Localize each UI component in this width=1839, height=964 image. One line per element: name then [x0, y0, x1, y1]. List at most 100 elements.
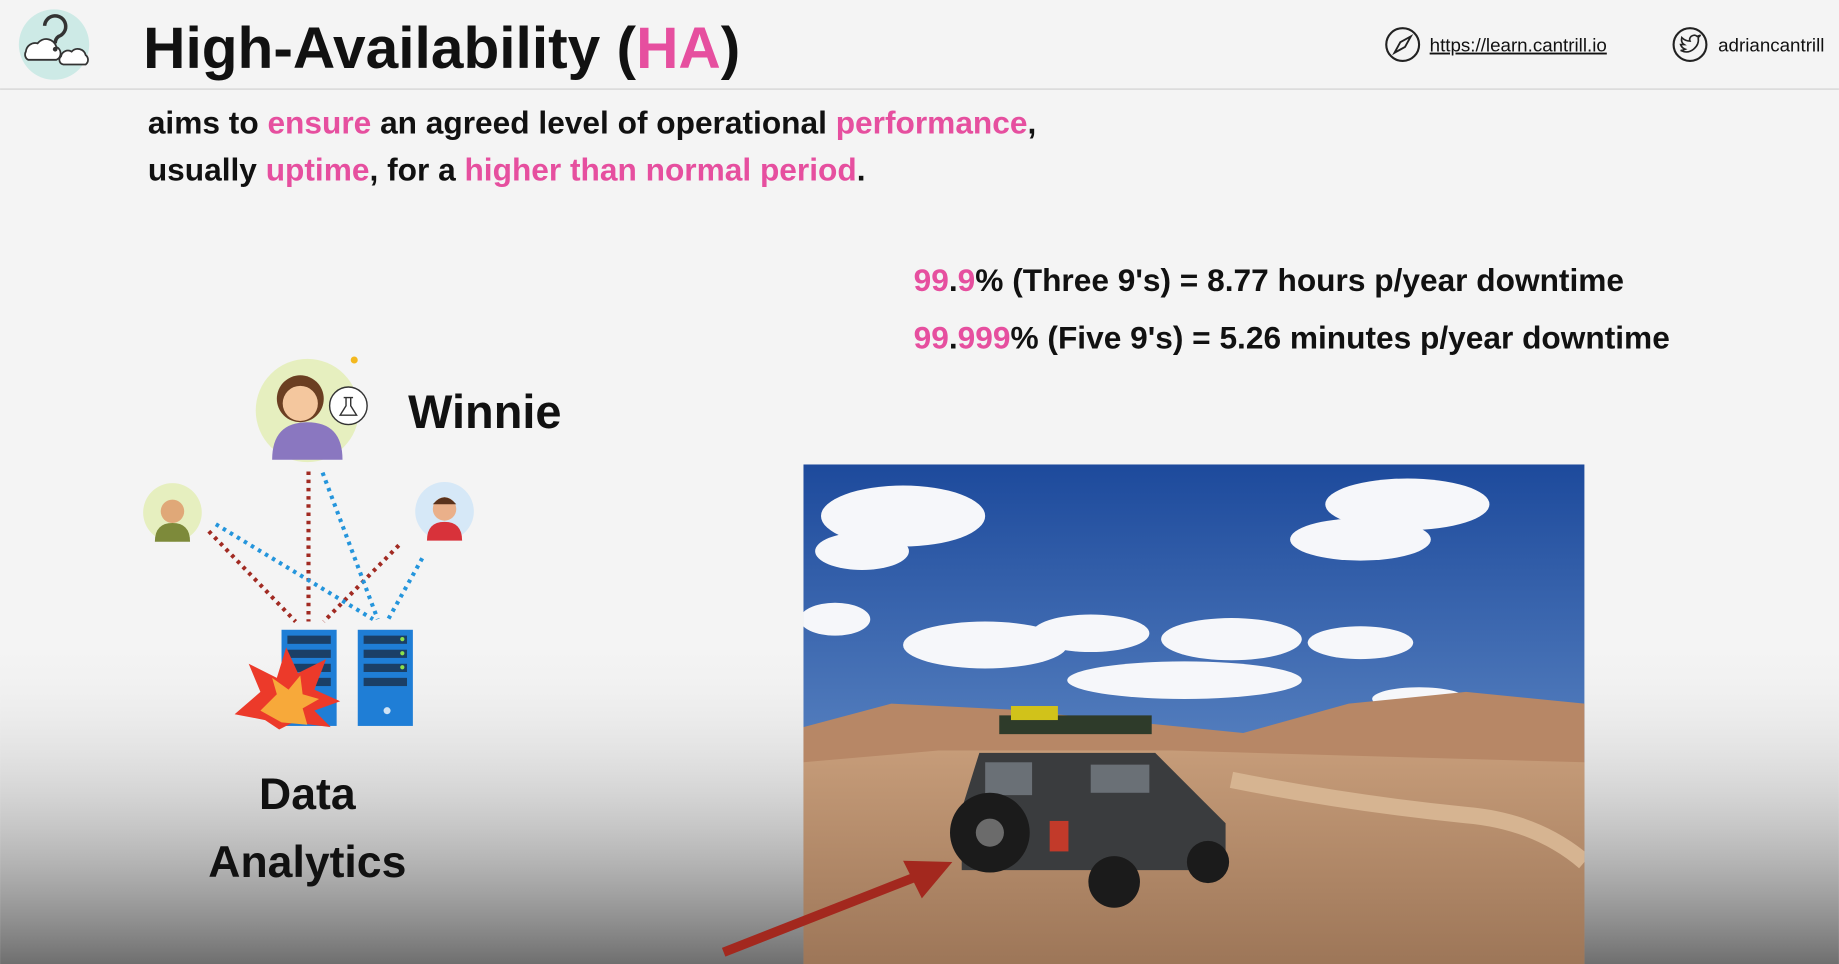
servers	[287, 649, 331, 658]
text-segment: % (Five 9's) = 5.26 minutes p/year downt…	[1010, 319, 1669, 355]
photo	[1032, 614, 1150, 653]
user-avatar	[328, 386, 368, 426]
text-segment: High-Availability (	[143, 16, 636, 81]
text-segment: ,	[1027, 105, 1036, 141]
logo	[42, 14, 68, 44]
text-line: 99.9% (Three 9's) = 8.77 hours p/year do…	[914, 262, 1624, 298]
text-segment: .	[857, 152, 866, 188]
servers	[400, 637, 405, 642]
vehicle	[1010, 705, 1058, 721]
website-icon	[1385, 27, 1421, 63]
servers	[400, 651, 405, 656]
vehicle	[949, 705, 1230, 908]
user-avatar	[282, 385, 318, 422]
highlight-text: performance	[836, 105, 1028, 141]
avatar-left	[143, 483, 202, 542]
vehicle	[1088, 856, 1140, 908]
servers	[383, 707, 391, 715]
arrow	[903, 860, 953, 899]
avatar-right	[415, 482, 474, 541]
arrow	[721, 872, 917, 957]
servers	[363, 649, 408, 658]
text-segment: an agreed level of operational	[371, 105, 835, 141]
highlight-text: 9	[958, 262, 976, 298]
highlight-text: uptime	[266, 152, 370, 188]
photo	[803, 478, 1490, 711]
highlight-text: 999	[958, 319, 1011, 355]
text-line: aims to ensure an agreed level of operat…	[148, 105, 1036, 141]
user-avatar	[272, 422, 343, 460]
connections	[322, 543, 401, 623]
connections	[207, 471, 425, 623]
text-segment: , for a	[369, 152, 464, 188]
vehicle	[985, 762, 1033, 796]
explosion-core	[260, 675, 320, 725]
avatar-right	[432, 497, 457, 505]
service-name: Data Analytics	[208, 770, 406, 887]
photo	[803, 602, 871, 636]
website[interactable]: https://learn.cantrill.io	[1430, 35, 1607, 56]
text-line: Analytics	[208, 838, 406, 887]
highlight-text: higher than normal period	[464, 152, 856, 188]
photo	[1161, 618, 1302, 661]
vehicle	[1049, 820, 1069, 852]
avatar-right	[426, 521, 463, 541]
connections	[214, 522, 375, 621]
servers	[363, 663, 408, 672]
text-segment: % (Three 9's) = 8.77 hours p/year downti…	[975, 262, 1624, 298]
avatar-left	[160, 499, 185, 524]
text-segment: .	[949, 319, 958, 355]
explosion	[234, 647, 341, 730]
highlight-text: 99	[914, 262, 949, 298]
connections	[320, 471, 380, 620]
servers	[363, 635, 408, 644]
text-line: usually uptime, for a higher than normal…	[148, 152, 866, 188]
website-icon	[1385, 27, 1421, 63]
text-line: 99.999% (Five 9's) = 5.26 minutes p/year…	[914, 319, 1670, 355]
logo	[52, 46, 58, 52]
website-link[interactable]: https://learn.cantrill.io	[1430, 35, 1607, 56]
text-line: Data	[259, 770, 357, 819]
highlight-text: HA	[636, 16, 721, 81]
photo	[903, 621, 1068, 669]
twitter-icon	[1672, 27, 1708, 63]
photo	[815, 532, 909, 570]
availability: 99.9% (Three 9's) = 8.77 hours p/year do…	[914, 262, 1670, 355]
definition: aims to ensure an agreed level of operat…	[148, 105, 1036, 188]
photo	[1290, 518, 1431, 561]
user-avatar	[338, 396, 358, 416]
twitter-icon	[1679, 34, 1702, 53]
arrow	[721, 860, 953, 957]
servers	[363, 677, 408, 687]
user-avatar	[255, 356, 368, 463]
text-segment: .	[949, 262, 958, 298]
highlight-text: 99	[914, 319, 949, 355]
twitter-handle[interactable]: adriancantrill	[1718, 35, 1824, 56]
photo	[1307, 626, 1414, 660]
user-avatar	[350, 356, 358, 364]
photo	[1325, 478, 1490, 531]
text-segment: )	[721, 16, 741, 81]
servers	[287, 635, 331, 644]
twitter-icon	[1672, 27, 1708, 63]
highlight-text: ensure	[267, 105, 371, 141]
photo	[1067, 661, 1302, 699]
user-name: Winnie	[408, 386, 561, 438]
vehicle	[975, 818, 1004, 847]
vehicle	[1186, 840, 1230, 884]
servers	[400, 665, 405, 670]
connections	[386, 557, 425, 621]
photo	[1229, 771, 1585, 869]
logo	[24, 38, 62, 61]
vehicle	[1090, 764, 1150, 793]
photo	[820, 485, 986, 547]
photo	[803, 464, 1585, 964]
title: High-Availability (HA)	[143, 16, 740, 81]
text-segment: aims to	[148, 105, 268, 141]
logo	[18, 9, 90, 80]
text-segment: usually	[148, 152, 266, 188]
logo	[58, 48, 89, 66]
website-icon	[1392, 33, 1414, 56]
